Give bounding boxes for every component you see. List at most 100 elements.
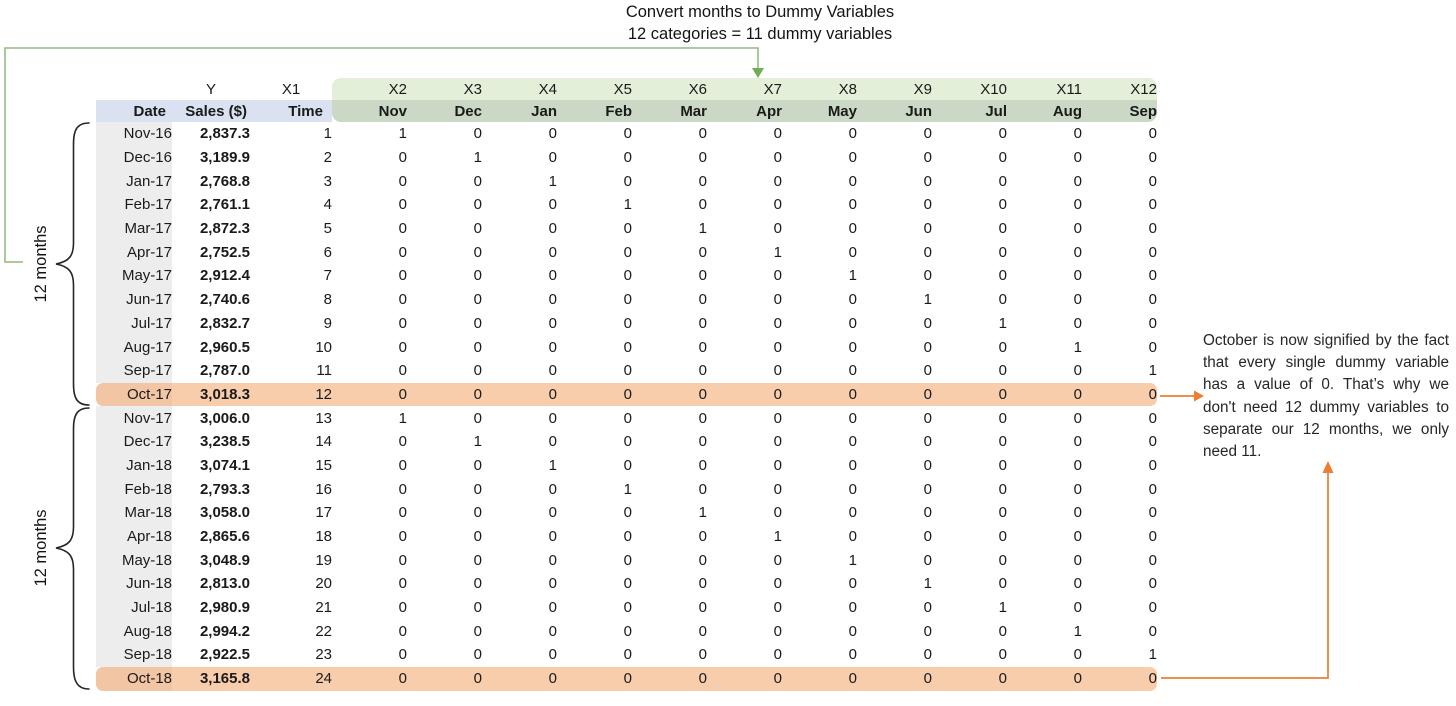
time-cell: 18 — [315, 528, 332, 546]
header-row-variables: Y X1 X2 X3 X4 X5 X6 X7 X8 X9 X10 X11 X12 — [96, 78, 1157, 100]
label-header-cell: Sales ($) — [172, 100, 250, 122]
date-cell: Aug-18 — [96, 619, 172, 644]
dummy-cell: 0 — [998, 125, 1007, 143]
dummy-cell: 0 — [398, 575, 407, 593]
dummy-cell: 0 — [398, 528, 407, 546]
dummy-cell: 0 — [848, 338, 857, 356]
dummy-cell: 0 — [998, 149, 1007, 167]
dummy-cell: 0 — [623, 291, 632, 309]
dummy-cell: 0 — [848, 291, 857, 309]
date-cell: May-17 — [96, 264, 172, 288]
dummy-cell: 0 — [773, 220, 782, 238]
dummy-cell: 0 — [773, 599, 782, 617]
dummy-cell: 0 — [623, 338, 632, 356]
dummy-cell: 0 — [473, 646, 482, 664]
dummy-cell: 0 — [473, 622, 482, 640]
time-cell: 23 — [315, 646, 332, 664]
date-cell: Jun-17 — [96, 287, 172, 312]
dummy-cell: 0 — [698, 314, 707, 332]
dummy-cell: 0 — [482, 382, 557, 407]
label-header-cell: Time — [250, 100, 332, 122]
sales-cell: 3,006.0 — [199, 409, 250, 427]
dummy-cell: 0 — [1148, 243, 1157, 261]
dummy-cell: 0 — [398, 338, 407, 356]
dummy-cell: 0 — [698, 480, 707, 498]
dummy-cell: 0 — [773, 149, 782, 167]
table-row: Oct-17 3,018.3 12 0 0 0 0 0 0 0 0 0 0 0 — [96, 382, 1157, 407]
dummy-cell: 0 — [398, 220, 407, 238]
dummy-cell: 0 — [623, 551, 632, 569]
variable-header-cell: X3 — [407, 78, 482, 100]
sales-cell: 2,980.9 — [199, 599, 250, 617]
dummy-cell: 1 — [1148, 362, 1157, 380]
time-cell: 16 — [315, 480, 332, 498]
dummy-cell: 1 — [623, 196, 632, 214]
variable-header-cell: X6 — [632, 78, 707, 100]
dummy-cell: 1 — [923, 291, 932, 309]
year2-brace — [55, 407, 90, 690]
dummy-cell: 1 — [1073, 622, 1082, 640]
dummy-cell: 0 — [473, 599, 482, 617]
dummy-cell: 0 — [398, 599, 407, 617]
date-cell: Jul-17 — [96, 311, 172, 336]
dummy-cell: 0 — [1148, 528, 1157, 546]
title-line-2: 12 categories = 11 dummy variables — [627, 24, 893, 43]
dummy-cell: 0 — [698, 267, 707, 285]
dummy-cell: 0 — [623, 599, 632, 617]
table-row: Nov-16 2,837.3 1 1 0 0 0 0 0 0 0 0 0 0 — [96, 122, 1157, 146]
dummy-cell: 0 — [473, 196, 482, 214]
dummy-cell: 0 — [773, 172, 782, 190]
dummy-cell: 0 — [1148, 575, 1157, 593]
date-cell: Feb-17 — [96, 193, 172, 217]
table-row: Jul-17 2,832.7 9 0 0 0 0 0 0 0 0 1 0 0 — [96, 311, 1157, 336]
sales-cell: 3,189.9 — [199, 149, 250, 167]
table-row: Aug-18 2,994.2 22 0 0 0 0 0 0 0 0 0 1 0 — [96, 619, 1157, 644]
dummy-cell: 0 — [557, 382, 632, 407]
dummy-cell: 0 — [1073, 196, 1082, 214]
dummy-cell: 0 — [407, 382, 482, 407]
dummy-cell: 0 — [623, 314, 632, 332]
dummy-cell: 0 — [1082, 382, 1157, 407]
date-cell: Jun-18 — [96, 572, 172, 596]
table-row: Apr-17 2,752.5 6 0 0 0 0 0 1 0 0 0 0 0 — [96, 240, 1157, 265]
dummy-cell: 0 — [998, 433, 1007, 451]
dummy-cell: 0 — [848, 314, 857, 332]
dummy-cell: 0 — [398, 480, 407, 498]
dummy-cell: 0 — [773, 314, 782, 332]
dummy-cell: 0 — [398, 504, 407, 522]
dummy-cell: 0 — [623, 456, 632, 474]
dummy-cell: 0 — [548, 220, 557, 238]
dummy-cell: 0 — [848, 599, 857, 617]
dummy-cell: 0 — [698, 196, 707, 214]
dummy-cell: 0 — [998, 196, 1007, 214]
label-header-cell: Sep — [1082, 100, 1157, 122]
dummy-cell: 0 — [473, 480, 482, 498]
dummy-cell: 0 — [1148, 480, 1157, 498]
table-row: Mar-17 2,872.3 5 0 0 0 0 1 0 0 0 0 0 0 — [96, 216, 1157, 241]
dummy-cell: 0 — [698, 528, 707, 546]
date-cell: Jul-18 — [96, 595, 172, 620]
label-header-cell: Apr — [707, 100, 782, 122]
label-header-cell: Mar — [632, 100, 707, 122]
dummy-cell: 0 — [848, 575, 857, 593]
year1-brace — [55, 122, 90, 406]
variable-header-cell: X9 — [857, 78, 932, 100]
dummy-cell: 0 — [1148, 125, 1157, 143]
dummy-cell: 0 — [1073, 220, 1082, 238]
dummy-cell: 0 — [1073, 243, 1082, 261]
table-row: Oct-18 3,165.8 24 0 0 0 0 0 0 0 0 0 0 0 — [96, 666, 1157, 691]
dummy-cell: 0 — [782, 382, 857, 407]
dummy-cell: 0 — [998, 480, 1007, 498]
sales-cell: 3,165.8 — [172, 666, 250, 691]
dummy-cell: 0 — [1073, 551, 1082, 569]
dummy-cell: 0 — [848, 456, 857, 474]
dummy-cell: 0 — [1073, 480, 1082, 498]
dummy-cell: 0 — [698, 622, 707, 640]
dummy-cell: 0 — [623, 504, 632, 522]
table-row: Mar-18 3,058.0 17 0 0 0 0 1 0 0 0 0 0 0 — [96, 501, 1157, 525]
time-cell: 10 — [315, 338, 332, 356]
dummy-cell: 0 — [473, 243, 482, 261]
dummy-cell: 0 — [773, 456, 782, 474]
dummy-cell: 0 — [1148, 433, 1157, 451]
